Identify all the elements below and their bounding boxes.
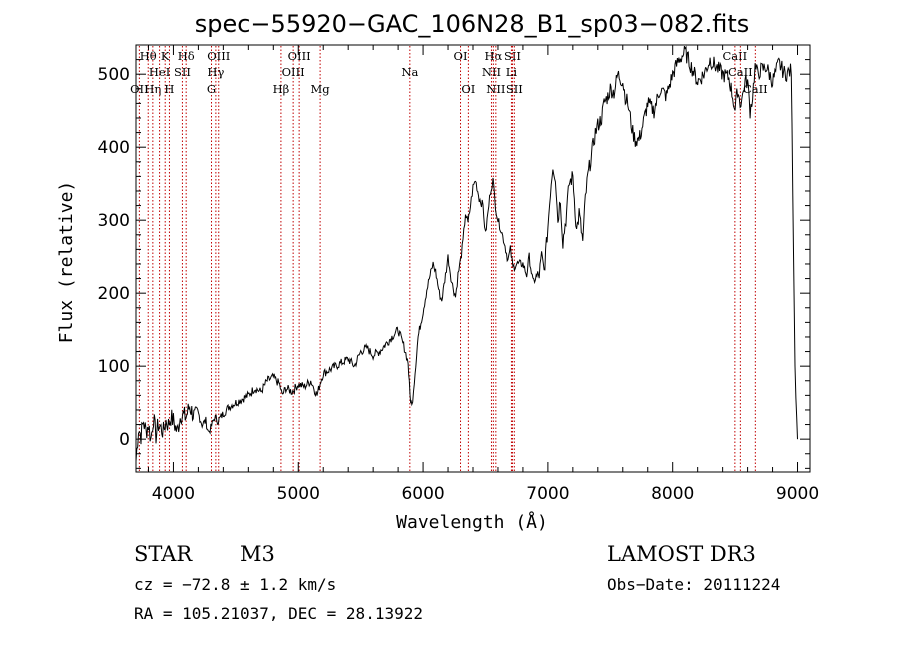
- ra-dec: RA = 105.21037, DEC = 28.13922: [134, 604, 423, 623]
- x-tick-label: 4000: [152, 484, 195, 504]
- emission-line-label: OIII: [282, 65, 305, 79]
- emission-line-label: CaII: [722, 49, 747, 63]
- observation-date: Obs−Date: 20111224: [607, 575, 780, 594]
- axis-ticks: 4000 5000 6000 7000 8000 9000 0 100 200 300 400 500: [98, 44, 819, 504]
- emission-line-label: K: [161, 49, 170, 63]
- emission-line-label: Hη: [144, 82, 161, 96]
- y-tick-label: 100: [98, 357, 130, 377]
- x-axis-label: Wavelength (Å): [396, 511, 548, 533]
- emission-line-label: Li: [506, 65, 518, 79]
- y-axis-label: Flux (relative): [56, 181, 77, 344]
- emission-line-label: Hα: [484, 49, 502, 63]
- emission-line-markers: HθOIIHηHeIKHSIIHδGHγOIIIHβOIIIOIIIMgNaOI…: [130, 46, 768, 471]
- emission-line-label: Hβ: [273, 82, 290, 96]
- emission-line-label: H: [164, 82, 174, 96]
- emission-line-label: Na: [401, 65, 418, 79]
- emission-line-label: SII: [504, 49, 521, 63]
- emission-line-label: Hθ: [140, 49, 157, 63]
- emission-line-label: SII: [174, 65, 191, 79]
- x-tick-label: 5000: [277, 484, 320, 504]
- emission-line-label: OI: [454, 49, 468, 63]
- y-tick-label: 0: [119, 430, 130, 450]
- plot-frame: [135, 44, 811, 473]
- emission-line-label: NII: [482, 65, 501, 79]
- y-tick-label: 500: [98, 65, 130, 85]
- object-subclass: M3: [240, 542, 275, 566]
- emission-line-label: HeI: [149, 65, 170, 79]
- emission-line-label: OI: [461, 82, 475, 96]
- x-tick-label: 6000: [401, 484, 444, 504]
- chart-title: spec−55920−GAC_106N28_B1_sp03−082.fits: [195, 10, 750, 38]
- emission-line-label: SII: [506, 82, 523, 96]
- y-tick-label: 400: [98, 138, 130, 158]
- x-tick-label: 8000: [651, 484, 694, 504]
- survey-name: LAMOST DR3: [607, 542, 756, 566]
- emission-line-label: OIII: [288, 49, 311, 63]
- emission-line-label: Hδ: [178, 49, 195, 63]
- emission-line-label: Mg: [311, 82, 331, 96]
- spectrum-line: [135, 45, 798, 462]
- redshift-cz: cz = −72.8 ± 1.2 km/s: [134, 575, 336, 594]
- emission-line-label: G: [207, 82, 216, 96]
- x-tick-label: 7000: [526, 484, 569, 504]
- object-class: STAR: [134, 542, 193, 566]
- x-tick-label: 9000: [776, 484, 819, 504]
- emission-line-label: OIII: [207, 49, 230, 63]
- emission-line-label: CaII: [728, 65, 753, 79]
- y-tick-label: 200: [98, 284, 130, 304]
- emission-line-label: NII: [486, 82, 505, 96]
- y-tick-label: 300: [98, 211, 130, 231]
- emission-line-label: Hγ: [207, 65, 224, 79]
